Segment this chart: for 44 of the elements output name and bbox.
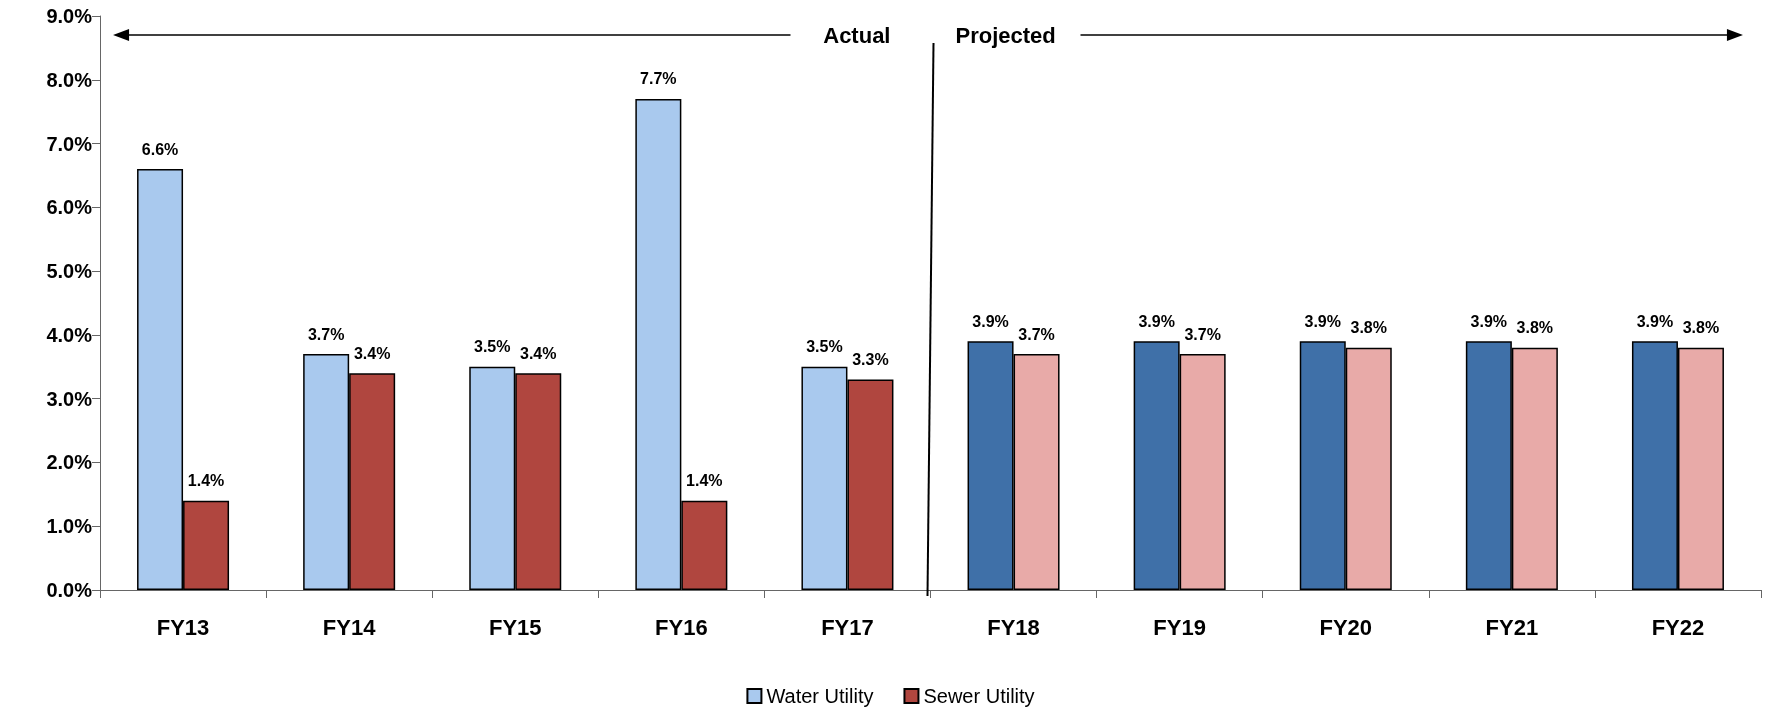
data-label: 3.9% <box>1470 312 1508 330</box>
y-tick-label: 9.0% <box>46 5 93 27</box>
data-label: 3.3% <box>852 351 889 369</box>
data-label: 3.5% <box>474 338 511 356</box>
data-label: 3.4% <box>520 344 557 362</box>
x-tick-label: FY16 <box>655 614 708 640</box>
data-label: 1.4% <box>686 472 723 490</box>
data-label: 3.8% <box>1516 319 1554 337</box>
x-tick-label: FY22 <box>1651 614 1705 640</box>
data-label: 3.4% <box>353 344 391 362</box>
data-label: 3.9% <box>1636 312 1674 330</box>
data-label: 3.8% <box>1350 319 1387 337</box>
data-label: 3.8% <box>1682 319 1720 337</box>
x-tick-label: FY18 <box>987 614 1040 640</box>
y-tick-label: 6.0% <box>46 196 93 219</box>
y-tick-label: 5.0% <box>46 260 93 283</box>
y-tick-label: 3.0% <box>46 387 93 410</box>
data-label: 3.9% <box>1138 312 1175 330</box>
data-label: 3.7% <box>307 325 345 343</box>
y-tick-label: 4.0% <box>46 323 93 346</box>
data-label: 3.7% <box>1018 325 1055 343</box>
data-label: 3.9% <box>1304 312 1341 330</box>
y-tick-label: 2.0% <box>46 451 93 474</box>
data-label: 3.5% <box>806 338 843 356</box>
data-label: 7.7% <box>640 70 677 88</box>
data-label: 1.4% <box>187 472 225 490</box>
annotation: Projected <box>955 22 1056 48</box>
annotation: Actual <box>823 22 891 48</box>
y-tick-label: 1.0% <box>46 515 93 538</box>
x-tick-label: FY15 <box>488 614 542 640</box>
data-label: 3.7% <box>1184 325 1221 343</box>
x-tick-label: FY19 <box>1153 614 1206 640</box>
data-label: 6.6% <box>141 140 179 158</box>
legend-label: Water Utility <box>766 685 874 707</box>
x-tick-label: FY13 <box>156 614 210 640</box>
y-tick-label: 7.0% <box>46 132 93 155</box>
y-tick-label: 0.0% <box>46 579 93 601</box>
x-tick-label: FY17 <box>821 614 874 640</box>
legend-label: Sewer Utility <box>923 685 1035 707</box>
data-label: 3.9% <box>972 312 1009 330</box>
x-tick-label: FY20 <box>1319 614 1373 640</box>
x-tick-label: FY21 <box>1485 614 1539 640</box>
y-tick-label: 8.0% <box>46 68 93 91</box>
x-tick-label: FY14 <box>322 614 377 640</box>
